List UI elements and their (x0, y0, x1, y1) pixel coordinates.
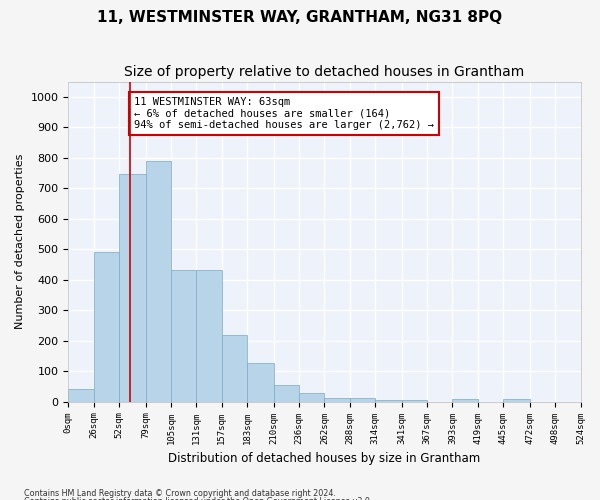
Bar (503, 400, 530, 402)
Bar (68, 390, 94, 402)
Bar (401, 400, 427, 402)
Bar (171, 270, 196, 402)
Bar (119, 174, 146, 402)
Bar (222, 335, 247, 402)
Bar (94, 252, 119, 402)
Bar (299, 394, 325, 402)
Bar (375, 400, 401, 402)
Bar (350, 398, 375, 402)
Bar (452, 400, 478, 402)
Y-axis label: Number of detached properties: Number of detached properties (15, 154, 25, 330)
Text: 11 WESTMINSTER WAY: 63sqm
← 6% of detached houses are smaller (164)
94% of semi-: 11 WESTMINSTER WAY: 63sqm ← 6% of detach… (134, 97, 434, 130)
Bar (274, 385, 299, 402)
Title: Size of property relative to detached houses in Grantham: Size of property relative to detached ho… (124, 65, 524, 79)
Text: Contains public sector information licensed under the Open Government Licence v3: Contains public sector information licen… (24, 498, 373, 500)
Bar (325, 398, 350, 402)
X-axis label: Distribution of detached houses by size in Grantham: Distribution of detached houses by size … (168, 452, 481, 465)
Text: 11, WESTMINSTER WAY, GRANTHAM, NG31 8PQ: 11, WESTMINSTER WAY, GRANTHAM, NG31 8PQ (97, 10, 503, 25)
Bar (146, 161, 171, 402)
Bar (247, 363, 274, 402)
Bar (196, 270, 222, 402)
Text: Contains HM Land Registry data © Crown copyright and database right 2024.: Contains HM Land Registry data © Crown c… (24, 488, 336, 498)
